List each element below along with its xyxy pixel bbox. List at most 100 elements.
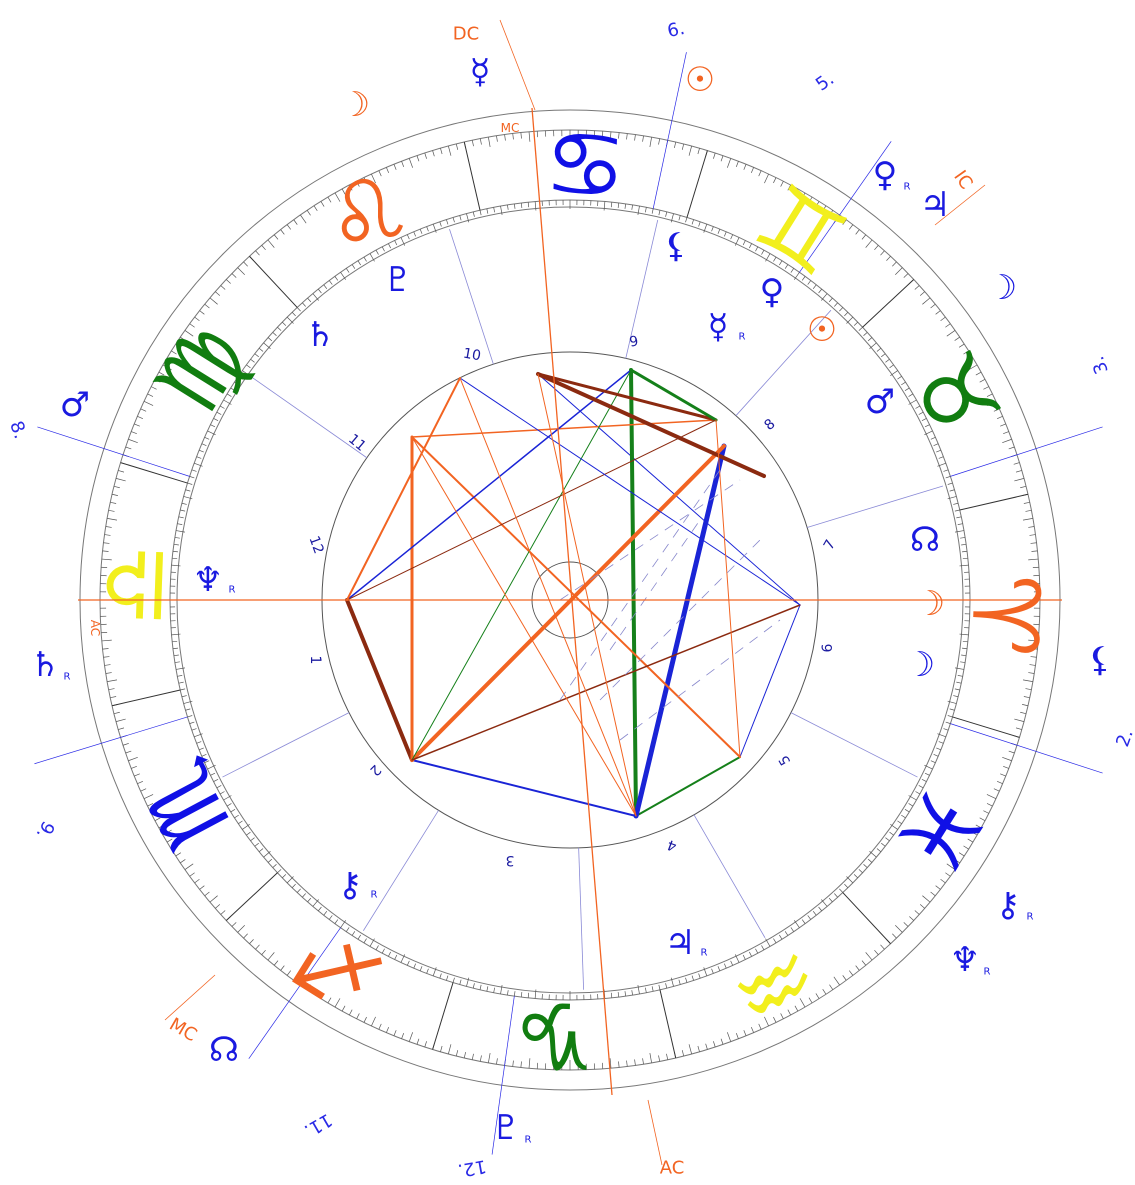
outer-degree-tick xyxy=(113,485,120,489)
outer-degree-tick xyxy=(963,350,969,355)
outer-degree-tick xyxy=(378,170,382,177)
outer-degree-tick xyxy=(255,250,260,256)
outer-house-number: 5. xyxy=(812,68,838,95)
inner-degree-tick xyxy=(180,688,186,691)
outer-degree-tick xyxy=(158,371,165,376)
inner-degree-tick xyxy=(250,837,255,842)
outer-degree-tick xyxy=(267,239,275,248)
outer-degree-tick xyxy=(794,188,799,195)
inner-degree-tick xyxy=(263,851,271,858)
outer-degree-tick xyxy=(313,205,318,212)
inner-degree-tick xyxy=(834,302,838,307)
planet-lilith: ⚸ xyxy=(664,226,689,266)
outer-degree-tick xyxy=(237,925,245,933)
outer-degree-tick xyxy=(371,1016,376,1027)
outer-degree-tick xyxy=(946,330,956,337)
inner-degree-tick xyxy=(959,633,969,636)
outer-degree-tick xyxy=(108,509,115,512)
outer-degree-tick xyxy=(334,192,341,202)
outer-degree-tick xyxy=(204,891,210,897)
inner-degree-tick xyxy=(171,633,181,636)
outer-degree-tick xyxy=(968,829,978,836)
inner-degree-tick xyxy=(839,307,844,312)
outer-degree-tick xyxy=(504,134,506,141)
inner-degree-tick xyxy=(346,927,350,932)
outer-degree-tick xyxy=(140,788,147,792)
inner-degree-tick xyxy=(801,276,806,281)
inner-degree-tick xyxy=(858,326,863,331)
inner-degree-tick xyxy=(844,883,849,888)
inner-degree-tick xyxy=(479,210,482,216)
outer-degree-tick xyxy=(199,310,205,315)
outer-planet-jupiter: ♃ xyxy=(920,185,950,225)
outer-degree-tick xyxy=(122,743,129,746)
inner-degree-tick xyxy=(185,489,191,492)
outer-degree-tick xyxy=(609,1058,612,1069)
inner-degree-tick xyxy=(624,203,627,209)
outer-house-number: 6. xyxy=(665,18,686,42)
outer-degree-tick xyxy=(674,141,677,148)
outer-degree-tick xyxy=(1008,446,1015,450)
inner-degree-tick xyxy=(357,260,361,266)
outer-cusp-9 xyxy=(34,716,188,765)
inner-degree-tick xyxy=(949,489,955,492)
aspect-line xyxy=(536,372,766,478)
inner-degree-tick xyxy=(272,864,277,868)
outer-house-number: 9. xyxy=(32,817,59,842)
outer-degree-tick xyxy=(306,210,311,216)
outer-degree-tick xyxy=(273,960,279,966)
inner-degree-tick xyxy=(863,332,868,336)
inner-degree-tick xyxy=(960,661,966,663)
planet-mars: ♂ xyxy=(865,382,895,422)
outer-planet-saturn: ♄ xyxy=(30,645,60,685)
outer-degree-tick xyxy=(327,997,332,1004)
inner-degree-tick xyxy=(291,312,296,317)
outer-degree-tick xyxy=(903,273,909,278)
outer-degree-tick xyxy=(735,1033,739,1039)
inner-degree-tick xyxy=(904,809,910,813)
minor-aspect-line xyxy=(559,479,741,601)
inner-degree-tick xyxy=(486,986,489,992)
outer-degree-tick xyxy=(363,177,367,184)
outer-degree-tick xyxy=(471,140,474,147)
inner-degree-tick xyxy=(881,842,886,847)
outer-degree-tick xyxy=(1025,688,1032,691)
inner-degree-tick xyxy=(885,358,890,363)
outer-degree-tick xyxy=(720,155,724,162)
outer-degree-tick xyxy=(681,143,685,150)
sign-glyph-sagittarius: ♐ xyxy=(276,902,403,1036)
house-number-6: 6 xyxy=(820,643,836,652)
inner-degree-tick xyxy=(534,201,537,211)
outer-degree-tick xyxy=(255,944,260,950)
outer-degree-tick xyxy=(986,803,993,807)
outer-degree-tick xyxy=(1002,757,1012,762)
outer-degree-tick xyxy=(975,371,982,376)
inner-degree-tick xyxy=(651,208,654,214)
sign-divider xyxy=(225,872,278,921)
inner-degree-tick xyxy=(272,332,277,336)
inner-degree-tick xyxy=(962,557,968,560)
inner-degree-tick xyxy=(479,984,482,990)
sign-divider xyxy=(959,493,1029,511)
outer-house-number: 12. xyxy=(456,1155,488,1181)
outer-degree-tick xyxy=(780,181,784,187)
inner-degree-tick xyxy=(818,906,823,912)
inner-degree-tick xyxy=(213,779,219,782)
inner-degree-tick xyxy=(234,381,239,386)
inner-degree-tick xyxy=(493,987,495,993)
inner-degree-tick xyxy=(351,264,356,269)
outer-degree-tick xyxy=(822,988,827,995)
inner-degree-tick xyxy=(201,754,207,757)
inner-house-cusp xyxy=(735,309,832,416)
inner-degree-tick xyxy=(493,207,495,213)
inner-degree-tick xyxy=(784,931,789,936)
outer-degree-tick xyxy=(102,550,109,552)
inner-degree-tick xyxy=(937,462,946,467)
outer-degree-tick xyxy=(496,135,498,142)
sign-glyph-pisces: ♓ xyxy=(872,767,1006,894)
inner-degree-tick xyxy=(219,791,225,795)
outer-degree-tick xyxy=(735,161,739,167)
planet-jupiter: ♃ xyxy=(665,923,695,963)
inner-degree-tick xyxy=(924,772,930,776)
inner-degree-tick xyxy=(936,747,942,751)
